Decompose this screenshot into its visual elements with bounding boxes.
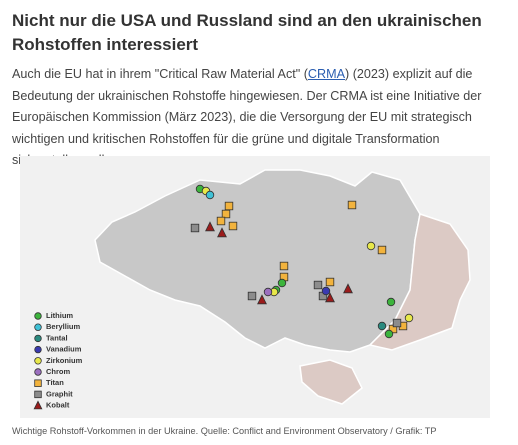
- map: Lithium Beryllium Tantal Vanadium Zirkonium C…: [20, 156, 490, 418]
- crimea: [299, 359, 363, 405]
- occupied-east: [368, 213, 471, 351]
- marker: [347, 200, 357, 210]
- marker: [228, 221, 238, 231]
- marker: [34, 312, 42, 320]
- legend-label: Beryllium: [46, 322, 81, 331]
- marker: [34, 379, 42, 387]
- marker: [377, 245, 387, 255]
- legend-label: Zirkonium: [46, 356, 83, 365]
- marker: [205, 221, 215, 232]
- marker: [392, 318, 402, 328]
- legend-label: Chrom: [46, 367, 70, 376]
- marker: [34, 323, 42, 331]
- marker: [313, 280, 323, 290]
- marker: [277, 278, 287, 288]
- marker: [366, 241, 376, 251]
- marker: [216, 216, 226, 226]
- marker: [247, 291, 257, 301]
- marker: [404, 313, 414, 323]
- legend-label: Graphit: [46, 389, 73, 398]
- marker: [224, 201, 234, 211]
- marker: [377, 321, 387, 331]
- marker: [386, 297, 396, 307]
- marker: [34, 368, 42, 376]
- marker: [321, 286, 331, 296]
- text: ) (2023) explizit auf die Bedeutung der …: [12, 67, 482, 167]
- legend-label: Lithium: [46, 311, 73, 320]
- legend-label: Vanadium: [46, 345, 82, 354]
- marker: [34, 334, 42, 343]
- marker: [34, 390, 42, 399]
- link[interactable]: CRMA: [307, 67, 345, 81]
- marker: [33, 400, 43, 410]
- caption: Wichtige Rohstoff-Vorkommen in der Ukrai…: [12, 426, 437, 436]
- legend-label: Titan: [46, 378, 64, 387]
- marker: [217, 227, 227, 238]
- marker: [190, 223, 200, 233]
- marker: [279, 261, 289, 271]
- legend-label: Tantal: [46, 333, 68, 342]
- marker: [263, 287, 273, 297]
- text: Auch die EU hat in ihrem "Critical Raw M…: [12, 67, 308, 81]
- marker: [221, 209, 231, 219]
- marker: [325, 277, 335, 287]
- heading: Nicht nur die USA und Russland sind an d…: [12, 11, 482, 54]
- marker: [325, 292, 335, 303]
- marker: [205, 190, 215, 200]
- marker: [384, 329, 394, 339]
- legend-label: Kobalt: [46, 401, 70, 410]
- marker: [34, 357, 42, 365]
- marker: [343, 283, 353, 294]
- marker: [34, 345, 42, 354]
- marker: [257, 294, 267, 305]
